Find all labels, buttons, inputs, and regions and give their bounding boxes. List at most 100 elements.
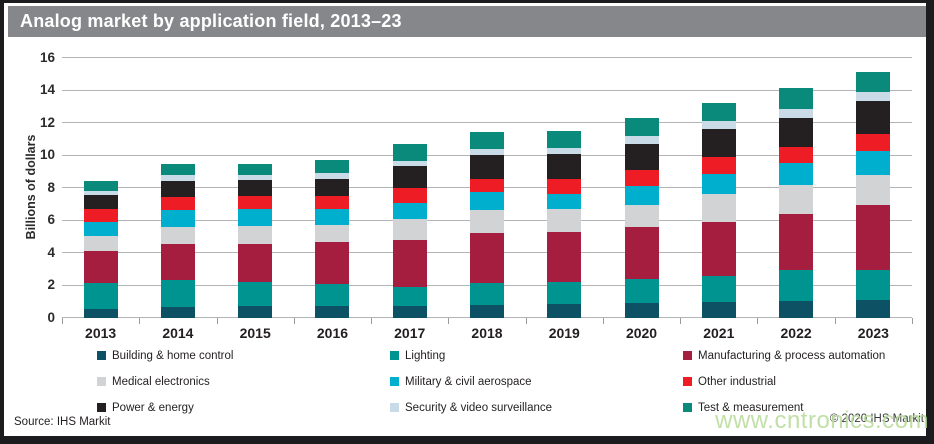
chart-title: Analog market by application field, 2013… bbox=[20, 11, 402, 31]
bar-segment bbox=[470, 210, 504, 233]
bar-segment bbox=[392, 160, 427, 167]
bar-segment bbox=[83, 250, 118, 284]
source-attribution: Source: IHS Markit bbox=[14, 416, 111, 428]
bar-segment bbox=[83, 181, 118, 191]
bar-segment bbox=[701, 157, 736, 174]
bar-segment bbox=[238, 225, 273, 245]
legend-item: Military & civil aerospace bbox=[390, 373, 683, 390]
bar-segment bbox=[392, 188, 427, 203]
bar-segment bbox=[315, 196, 350, 210]
bar-segment bbox=[470, 233, 504, 284]
bar-segment bbox=[779, 301, 814, 318]
bar-segment bbox=[315, 241, 350, 285]
y-tick-label: 2 bbox=[47, 277, 55, 292]
chart-legend: Building & home control Lighting Manufactu… bbox=[97, 347, 919, 416]
x-category-label: 2015 bbox=[239, 324, 271, 341]
gridline bbox=[62, 57, 912, 58]
bar-segment bbox=[624, 302, 659, 318]
bar-segment bbox=[238, 196, 273, 210]
bar-segment bbox=[701, 221, 736, 277]
frame-border-right bbox=[926, 0, 934, 444]
bar-segment bbox=[315, 159, 350, 173]
x-axis-tick bbox=[602, 317, 604, 324]
x-category-label: 2023 bbox=[857, 324, 889, 341]
bar-segment bbox=[547, 281, 582, 304]
bar-segment bbox=[392, 286, 427, 307]
bar-segment bbox=[160, 244, 195, 281]
chart-title-bar: Analog market by application field, 2013… bbox=[8, 6, 926, 37]
legend-label: Lighting bbox=[405, 349, 446, 362]
bar-segment bbox=[392, 166, 427, 189]
bar-segment bbox=[392, 202, 427, 220]
bar-segment bbox=[160, 226, 195, 245]
legend-swatch bbox=[97, 403, 106, 412]
legend-item: Lighting bbox=[390, 347, 683, 364]
bar-segment bbox=[701, 103, 736, 121]
bar-segment bbox=[624, 117, 659, 137]
legend-swatch bbox=[683, 377, 692, 386]
bar-segment bbox=[83, 283, 118, 309]
y-tick-label: 8 bbox=[47, 179, 55, 195]
x-category-label: 2017 bbox=[394, 324, 426, 341]
legend-label: Medical electronics bbox=[112, 375, 210, 388]
bar-segment bbox=[547, 209, 582, 233]
bar-segment bbox=[856, 72, 891, 92]
legend-item: Test & measurement bbox=[683, 399, 919, 416]
legend-swatch bbox=[390, 351, 399, 360]
bar-segment bbox=[470, 192, 504, 211]
bar-segment bbox=[547, 131, 582, 148]
bar-segment bbox=[779, 270, 814, 302]
bar-segment bbox=[160, 163, 195, 176]
bar-segment bbox=[779, 185, 814, 214]
x-axis-tick bbox=[680, 317, 682, 324]
bar-segment bbox=[83, 308, 118, 318]
bar-segment bbox=[315, 306, 350, 318]
legend-swatch bbox=[97, 377, 106, 386]
y-tick-label: 6 bbox=[47, 212, 55, 227]
legend-label: Power & energy bbox=[112, 401, 194, 414]
bar-segment bbox=[624, 170, 659, 186]
bar-segment bbox=[624, 144, 659, 171]
bar-segment bbox=[470, 283, 504, 305]
legend-swatch bbox=[390, 403, 399, 412]
x-category-label: 2014 bbox=[162, 324, 194, 341]
gridline bbox=[62, 89, 912, 91]
legend-item: Medical electronics bbox=[97, 373, 390, 390]
bar-segment bbox=[470, 304, 504, 318]
frame-border-top bbox=[0, 0, 934, 3]
bar-segment bbox=[83, 222, 118, 237]
bar-segment bbox=[470, 148, 504, 155]
legend-label: Manufacturing & process automation bbox=[698, 349, 886, 362]
y-tick-label: 16 bbox=[39, 49, 55, 65]
bar-segment bbox=[856, 133, 891, 151]
bar-segment bbox=[238, 180, 273, 197]
frame-border-bottom bbox=[0, 436, 934, 444]
bar-segment bbox=[856, 299, 891, 318]
bar-segment bbox=[624, 227, 659, 280]
bar-segment bbox=[547, 303, 582, 318]
bar-segment bbox=[392, 144, 427, 161]
legend-label: Building & home control bbox=[112, 349, 234, 362]
legend-label: Military & civil aerospace bbox=[405, 375, 532, 388]
bar-segment bbox=[160, 210, 195, 227]
bar-segment bbox=[701, 129, 736, 158]
legend-label: Test & measurement bbox=[698, 401, 804, 414]
x-category-label: 2022 bbox=[780, 324, 812, 341]
gridline bbox=[62, 317, 912, 318]
bar-segment bbox=[238, 306, 273, 318]
bar-segment bbox=[238, 281, 273, 307]
bar-segment bbox=[315, 172, 350, 179]
bar-segment bbox=[315, 178, 350, 197]
x-axis-tick bbox=[912, 317, 913, 324]
x-axis-tick bbox=[757, 317, 759, 324]
legend-item: Security & video surveillance bbox=[390, 399, 683, 416]
bar-segment bbox=[779, 213, 814, 271]
x-category-label: 2020 bbox=[625, 324, 658, 341]
bar-segment bbox=[624, 136, 659, 145]
frame-border-left bbox=[0, 0, 4, 444]
bar-segment bbox=[779, 117, 814, 147]
x-category-label: 2013 bbox=[85, 324, 117, 341]
x-axis-tick bbox=[62, 317, 63, 324]
bar-segment bbox=[856, 91, 891, 101]
